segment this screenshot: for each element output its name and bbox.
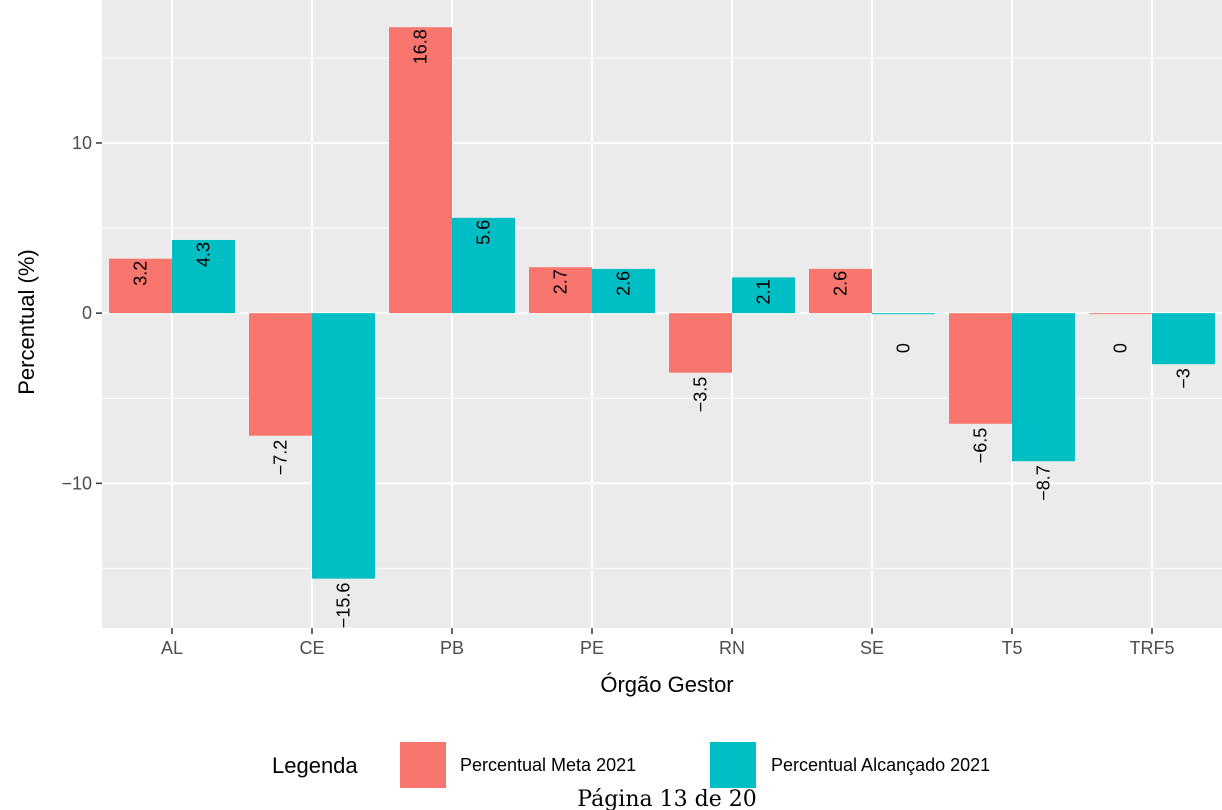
- bar-meta-rn: [669, 313, 732, 373]
- bar-value-label: 4.3: [194, 242, 214, 267]
- y-tick-label: −10: [61, 473, 92, 493]
- legend-swatch-alcancado: [710, 742, 756, 788]
- bar-alcancado-se: [872, 313, 935, 315]
- bar-series: [109, 27, 1215, 579]
- bar-value-label: 2.6: [614, 271, 634, 296]
- legend-swatch-meta: [400, 742, 446, 788]
- bar-value-label: 16.8: [411, 29, 431, 64]
- bar-value-labels: 3.2 −7.2 16.8 2.7 −3.5 2.6 −6.5 0 4.3 −15.6 5.6 2.6…: [131, 29, 1194, 628]
- x-axis-title: Órgão Gestor: [600, 672, 733, 697]
- bar-value-label: 0: [1111, 343, 1131, 353]
- legend-label-alcancado: Percentual Alcançado 2021: [771, 755, 990, 775]
- bar-value-label: 3.2: [131, 261, 151, 286]
- x-axis: AL CE PB PE RN SE T5 TRF5: [161, 628, 1175, 658]
- bar-value-label: 5.6: [474, 220, 494, 245]
- x-tick-label: AL: [161, 638, 183, 658]
- x-tick-label: CE: [299, 638, 324, 658]
- page-footer: Página 13 de 20: [577, 787, 756, 810]
- y-axis-title: Percentual (%): [14, 249, 39, 395]
- x-tick-label: SE: [860, 638, 884, 658]
- bar-value-label: −15.6: [334, 583, 354, 629]
- bar-value-label: 2.1: [754, 279, 774, 304]
- legend: Legenda Percentual Meta 2021 Percentual …: [272, 742, 990, 788]
- x-tick-label: TRF5: [1130, 638, 1175, 658]
- legend-title: Legenda: [272, 753, 358, 778]
- x-tick-label: T5: [1001, 638, 1022, 658]
- bar-alcancado-trf5: [1152, 313, 1215, 365]
- bar-alcancado-t5: [1012, 313, 1075, 462]
- bar-meta-trf5: [1089, 313, 1152, 315]
- bar-value-label: −3.5: [691, 377, 711, 413]
- bar-alcancado-rn: [732, 277, 795, 314]
- bar-value-label: −3: [1174, 368, 1194, 389]
- x-tick-label: PE: [580, 638, 604, 658]
- bar-meta-se: [809, 268, 872, 314]
- bar-meta-pe: [529, 267, 592, 314]
- bar-alcancado-pb: [452, 217, 515, 314]
- y-tick-label: 10: [72, 133, 92, 153]
- x-tick-label: RN: [719, 638, 745, 658]
- bar-alcancado-ce: [312, 313, 375, 579]
- legend-label-meta: Percentual Meta 2021: [460, 755, 636, 775]
- y-axis: −10 0 10: [61, 133, 102, 493]
- bar-value-label: 2.7: [551, 269, 571, 294]
- bar-meta-al: [109, 258, 172, 314]
- bar-value-label: −6.5: [971, 428, 991, 464]
- bar-meta-ce: [249, 313, 312, 436]
- bar-alcancado-al: [172, 239, 235, 314]
- bar-value-label: −8.7: [1034, 465, 1054, 501]
- y-tick-label: 0: [82, 303, 92, 323]
- bar-value-label: −7.2: [271, 440, 291, 476]
- bar-meta-t5: [949, 313, 1012, 424]
- bar-alcancado-pe: [592, 268, 655, 314]
- bar-meta-pb: [389, 27, 452, 314]
- bar-value-label: 2.6: [831, 271, 851, 296]
- bar-value-label: 0: [894, 343, 914, 353]
- x-tick-label: PB: [440, 638, 464, 658]
